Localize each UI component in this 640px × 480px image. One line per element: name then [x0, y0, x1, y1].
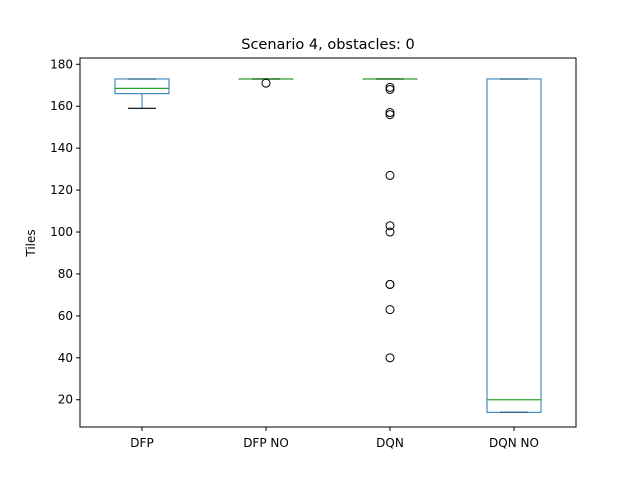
y-tick-label: 100 [50, 225, 73, 239]
box-iqr [486, 78, 542, 413]
x-tick-label: DFP [130, 436, 153, 450]
outlier-point [385, 84, 395, 94]
y-axis-label: Tiles [24, 229, 38, 257]
box-iqr [114, 78, 170, 95]
y-tick-label: 20 [58, 393, 73, 407]
x-tick-label: DQN [376, 436, 404, 450]
box-group [486, 78, 542, 413]
axes-frame [79, 57, 577, 428]
outlier-point [385, 170, 395, 180]
box-group [362, 78, 418, 363]
outlier-point [385, 108, 395, 118]
box-group [114, 78, 170, 109]
y-axis: 20 40 60 80 100 120 140 160 180 [50, 57, 80, 407]
box-group [238, 78, 294, 88]
outlier-point [385, 227, 395, 237]
x-tick-label: DFP NO [243, 436, 289, 450]
x-tick-label: DQN NO [489, 436, 539, 450]
outlier-point [385, 82, 395, 92]
y-tick-label: 60 [58, 309, 73, 323]
outlier-point [385, 279, 395, 289]
x-axis: DFP DFP NO DQN DQN NO [130, 427, 539, 450]
plot-area [114, 78, 542, 413]
y-tick-label: 160 [50, 99, 73, 113]
outlier-point [261, 78, 271, 88]
outlier-point [385, 353, 395, 363]
chart-title: Scenario 4, obstacles: 0 [241, 37, 414, 53]
y-tick-label: 140 [50, 141, 73, 155]
y-tick-label: 180 [50, 57, 73, 71]
outlier-point [385, 110, 395, 120]
y-tick-label: 120 [50, 183, 73, 197]
outlier-point [385, 305, 395, 315]
y-tick-label: 40 [58, 351, 73, 365]
y-tick-label: 80 [58, 267, 73, 281]
outlier-point [385, 221, 395, 231]
